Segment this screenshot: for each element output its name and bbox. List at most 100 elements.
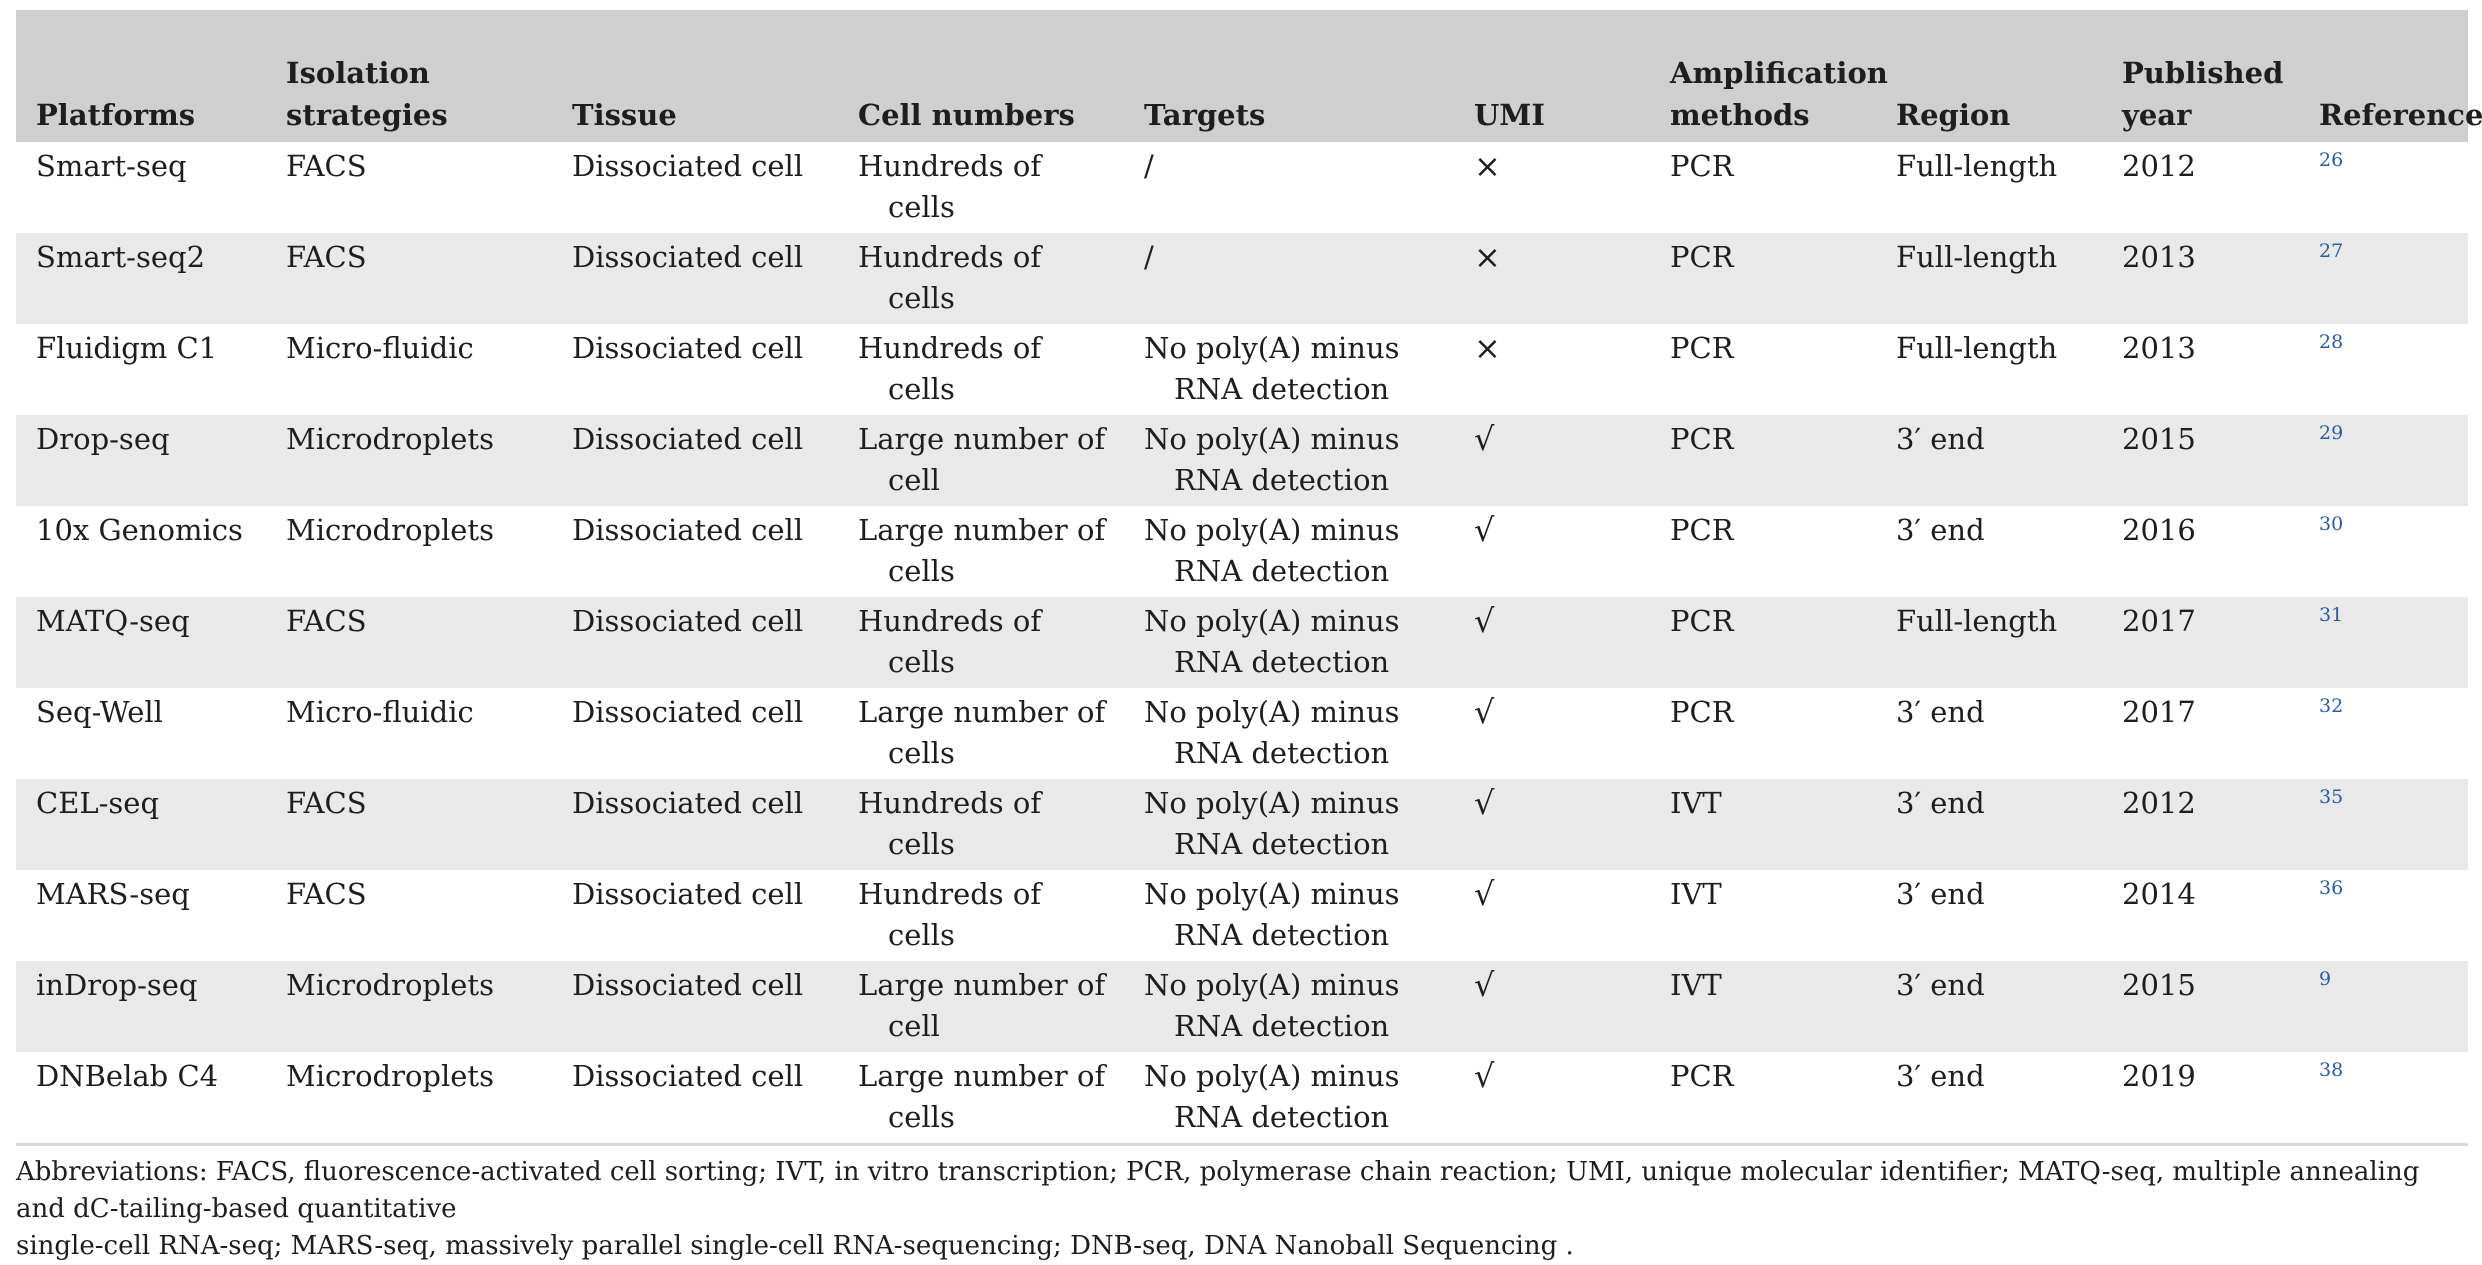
reference-link[interactable]: 32 xyxy=(2319,695,2344,717)
isolation-strategy-value: Microdroplets xyxy=(286,968,494,1002)
platform-cell: Smart-seq xyxy=(16,142,266,233)
cell-numbers-line-1: Large number of xyxy=(858,513,1106,547)
region-cell: Full-length xyxy=(1876,597,2102,688)
targets-cell: No poly(A) minus RNA detection xyxy=(1124,506,1454,597)
tissue-cell: Dissociated cell xyxy=(552,233,838,324)
umi-value: √ xyxy=(1474,693,1495,731)
region-value: 3′ end xyxy=(1896,968,1985,1002)
region-cell: 3′ end xyxy=(1876,688,2102,779)
targets-cell: No poly(A) minus RNA detection xyxy=(1124,961,1454,1052)
published-year-cell: 2012 xyxy=(2102,142,2299,233)
column-header-reference: Reference xyxy=(2299,10,2482,142)
umi-cell: × xyxy=(1454,233,1650,324)
reference-link[interactable]: 30 xyxy=(2319,513,2344,535)
umi-cell: √ xyxy=(1454,779,1650,870)
platform-cell: Fluidigm C1 xyxy=(16,324,266,415)
umi-value: √ xyxy=(1474,1057,1495,1095)
isolation-strategy-value: Microdroplets xyxy=(286,422,494,456)
column-header-cell-numbers-line-1: Cell numbers xyxy=(858,98,1075,132)
targets-line-2: RNA detection xyxy=(1174,918,1390,952)
reference-link[interactable]: 35 xyxy=(2319,786,2344,808)
tissue-cell: Dissociated cell xyxy=(552,324,838,415)
amplification-method-value: PCR xyxy=(1670,1059,1734,1093)
umi-cell: √ xyxy=(1454,688,1650,779)
umi-value: √ xyxy=(1474,966,1495,1004)
platforms-table: Platforms Isolation strategies Tissue Cell n… xyxy=(16,10,2482,1143)
targets-line-2: RNA detection xyxy=(1174,827,1390,861)
tissue-cell: Dissociated cell xyxy=(552,961,838,1052)
column-header-region-line-1: Region xyxy=(1896,98,2011,132)
amplification-method-cell: IVT xyxy=(1650,779,1876,870)
reference-cell: 31 xyxy=(2299,597,2468,688)
cell-numbers-cell: Large number of cells xyxy=(838,1052,1124,1143)
targets-cell: No poly(A) minus RNA detection xyxy=(1124,779,1454,870)
published-year-value: 2014 xyxy=(2122,877,2196,911)
table-row: DNBelab C4 Microdroplets Dissociated cell L… xyxy=(16,1052,2468,1143)
tissue-value: Dissociated cell xyxy=(572,695,804,729)
targets-line-1: No poly(A) minus xyxy=(1144,604,1400,638)
reference-cell: 29 xyxy=(2299,415,2468,506)
column-header-amplification-methods-line-2: methods xyxy=(1670,98,1810,132)
targets-line-2: RNA detection xyxy=(1174,554,1390,588)
published-year-cell: 2013 xyxy=(2102,233,2299,324)
isolation-strategy-cell: Micro-fluidic xyxy=(266,688,552,779)
tissue-cell: Dissociated cell xyxy=(552,142,838,233)
platform-value: Smart-seq xyxy=(36,149,187,183)
amplification-method-value: IVT xyxy=(1670,968,1722,1002)
region-cell: 3′ end xyxy=(1876,415,2102,506)
published-year-value: 2013 xyxy=(2122,331,2196,365)
reference-link[interactable]: 31 xyxy=(2319,604,2344,626)
tissue-cell: Dissociated cell xyxy=(552,506,838,597)
amplification-method-cell: PCR xyxy=(1650,1052,1876,1143)
platform-value: Fluidigm C1 xyxy=(36,331,218,365)
reference-link[interactable]: 9 xyxy=(2319,968,2332,990)
footnote-line-1: Abbreviations: FACS, fluorescence-activa… xyxy=(16,1157,2420,1224)
tissue-cell: Dissociated cell xyxy=(552,1052,838,1143)
cell-numbers-cell: Large number of cell xyxy=(838,961,1124,1052)
tissue-value: Dissociated cell xyxy=(572,149,804,183)
amplification-method-value: PCR xyxy=(1670,513,1734,547)
reference-cell: 38 xyxy=(2299,1052,2468,1143)
cell-numbers-line-2: cells xyxy=(888,918,955,952)
reference-link[interactable]: 28 xyxy=(2319,331,2344,353)
isolation-strategy-cell: Microdroplets xyxy=(266,1052,552,1143)
table-row: Seq-Well Micro-fluidic Dissociated cell Lar… xyxy=(16,688,2468,779)
tissue-value: Dissociated cell xyxy=(572,331,804,365)
reference-link[interactable]: 29 xyxy=(2319,422,2344,444)
amplification-method-value: PCR xyxy=(1670,240,1734,274)
tissue-value: Dissociated cell xyxy=(572,968,804,1002)
umi-cell: √ xyxy=(1454,415,1650,506)
targets-line-1: No poly(A) minus xyxy=(1144,968,1400,1002)
reference-link[interactable]: 38 xyxy=(2319,1059,2344,1081)
published-year-cell: 2012 xyxy=(2102,779,2299,870)
region-value: 3′ end xyxy=(1896,513,1985,547)
reference-link[interactable]: 26 xyxy=(2319,149,2344,171)
column-header-published-year-line-2: year xyxy=(2122,98,2192,132)
tissue-cell: Dissociated cell xyxy=(552,870,838,961)
column-header-isolation-strategies: Isolation strategies xyxy=(266,10,552,142)
region-value: 3′ end xyxy=(1896,877,1985,911)
region-value: Full-length xyxy=(1896,149,2058,183)
targets-line-2: RNA detection xyxy=(1174,736,1390,770)
cell-numbers-line-2: cells xyxy=(888,190,955,224)
isolation-strategy-cell: FACS xyxy=(266,142,552,233)
table-body: Smart-seq FACS Dissociated cell Hundreds of… xyxy=(16,142,2468,1143)
cell-numbers-cell: Large number of cells xyxy=(838,688,1124,779)
platform-value: 10x Genomics xyxy=(36,513,243,547)
reference-link[interactable]: 27 xyxy=(2319,240,2344,262)
region-value: 3′ end xyxy=(1896,422,1985,456)
column-header-published-year: Published year xyxy=(2102,10,2299,142)
targets-line-2: RNA detection xyxy=(1174,372,1390,406)
isolation-strategy-value: Microdroplets xyxy=(286,1059,494,1093)
published-year-cell: 2019 xyxy=(2102,1052,2299,1143)
amplification-method-cell: PCR xyxy=(1650,415,1876,506)
reference-link[interactable]: 36 xyxy=(2319,877,2344,899)
cell-numbers-line-2: cells xyxy=(888,645,955,679)
umi-cell: √ xyxy=(1454,506,1650,597)
amplification-method-value: PCR xyxy=(1670,149,1734,183)
tissue-value: Dissociated cell xyxy=(572,1059,804,1093)
cell-numbers-line-1: Hundreds of xyxy=(858,331,1042,365)
reference-cell: 9 xyxy=(2299,961,2468,1052)
platform-cell: Seq-Well xyxy=(16,688,266,779)
cell-numbers-line-2: cells xyxy=(888,372,955,406)
